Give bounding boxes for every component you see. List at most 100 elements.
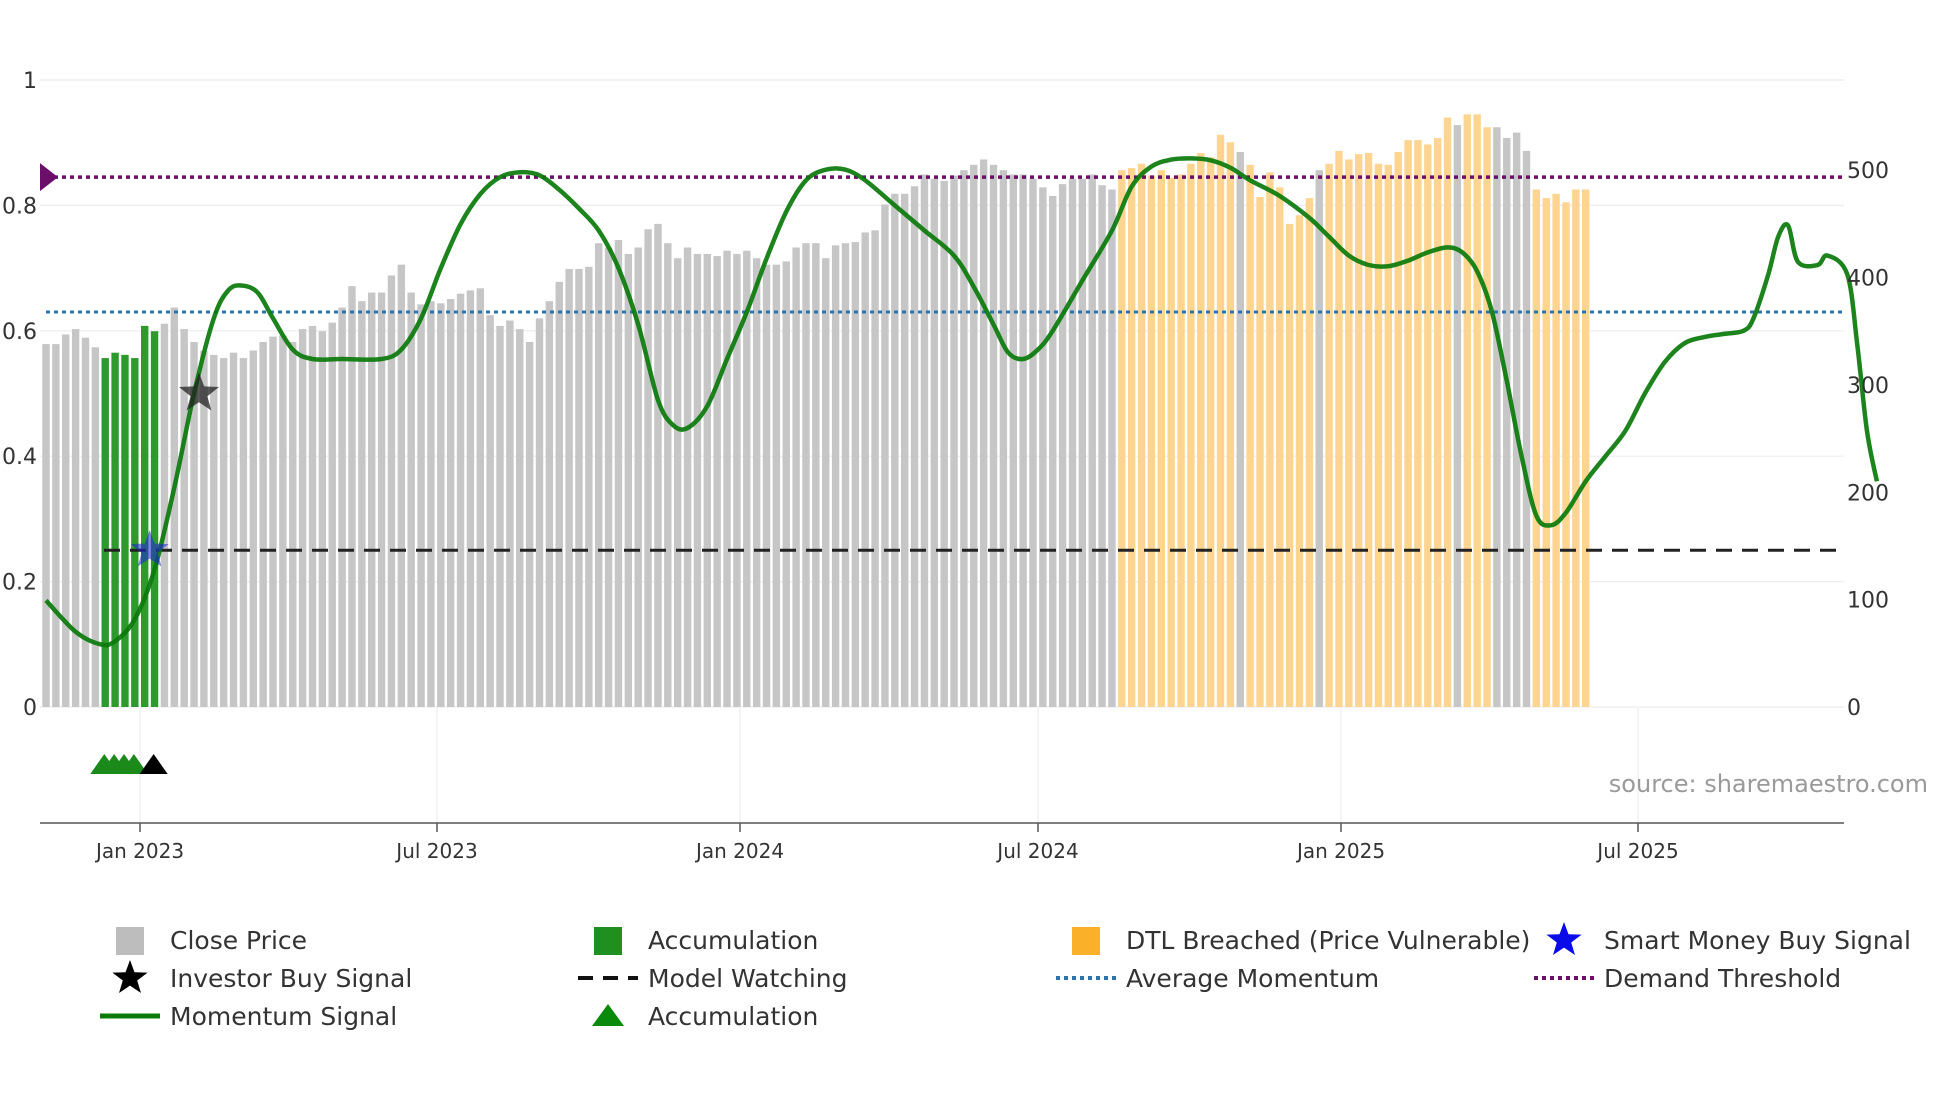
close-price-bar: [219, 358, 228, 707]
close-price-bar: [664, 243, 672, 708]
close-price-bar: [1068, 178, 1077, 707]
dtl-breached-bar: [1128, 168, 1136, 708]
close-price-bar: [654, 223, 662, 707]
accumulation-bar: [141, 325, 149, 707]
close-price-bar: [930, 178, 938, 707]
x-axis-tick-label: Jan 2023: [94, 839, 184, 863]
close-price-bar: [437, 303, 445, 707]
dtl-breached-bar: [1394, 151, 1402, 707]
dtl-breached-bar: [1404, 140, 1412, 707]
close-price-bar: [772, 264, 781, 707]
close-price-bar: [861, 232, 869, 707]
accumulation-bar: [131, 358, 139, 707]
left-axis-tick-label: 0.4: [2, 445, 37, 470]
close-price-bar: [970, 164, 978, 708]
close-price-bar: [298, 329, 307, 707]
close-price-bar: [1088, 174, 1096, 708]
close-price-bar: [1098, 185, 1106, 707]
close-price-bar: [555, 281, 563, 707]
close-price-bar: [585, 266, 593, 707]
close-price-bar: [634, 247, 642, 707]
close-price-bar: [565, 268, 573, 707]
close-price-bar: [289, 341, 297, 707]
dtl-breached-bar: [1552, 193, 1560, 707]
x-axis-tick-label: Jan 2025: [1295, 839, 1385, 863]
close-price-bar: [851, 242, 860, 707]
close-price-bar: [960, 170, 968, 707]
dtl-breached-bar: [1206, 157, 1215, 707]
close-price-bar: [328, 322, 336, 707]
dtl-breached-bar: [1187, 163, 1195, 707]
close-price-bar: [229, 352, 238, 707]
dtl-breached-bar: [1433, 137, 1442, 708]
close-price-bar: [979, 159, 988, 708]
close-price-bar: [1078, 178, 1087, 707]
close-price-bar: [259, 341, 267, 707]
close-price-bar: [496, 325, 504, 707]
demand-threshold-marker: [40, 163, 58, 192]
close-price-bar: [466, 290, 475, 707]
close-price-bar: [249, 350, 257, 707]
dtl-breached-bar: [1276, 187, 1284, 707]
close-price-bar: [397, 264, 406, 707]
close-price-bar: [516, 329, 524, 707]
close-price-bar: [999, 170, 1008, 707]
close-price-bar: [525, 341, 534, 707]
close-price-bar: [1029, 178, 1037, 707]
price-bars: [42, 114, 1590, 708]
close-price-bar: [338, 307, 346, 707]
dtl-breached-bar: [1355, 154, 1363, 708]
close-price-bar: [358, 301, 366, 707]
close-price-bar: [318, 331, 327, 707]
close-price-bar: [377, 292, 386, 707]
right-axis-tick-label: 300: [1847, 374, 1889, 399]
dtl-breached-bar: [1325, 163, 1333, 707]
dtl-breached-bar: [1246, 164, 1254, 708]
right-axis-tick-label: 200: [1847, 481, 1889, 506]
close-price-bar: [1512, 132, 1521, 707]
dtl-breached-bar: [1532, 189, 1541, 708]
close-price-bar: [1058, 184, 1067, 708]
accumulation-bar: [121, 354, 129, 707]
dtl-breached-bar: [1216, 134, 1225, 708]
dtl-breached-bar: [1305, 198, 1314, 708]
close-price-bar: [743, 250, 751, 707]
close-price-bar: [91, 347, 100, 707]
dtl-breached-bar: [1147, 175, 1156, 707]
left-axis-tick-label: 0.8: [2, 194, 37, 219]
dtl-breached-bar: [1424, 144, 1432, 708]
close-price-bar: [348, 286, 356, 707]
signal-markers: [90, 372, 219, 774]
close-price-bar: [752, 258, 761, 707]
close-price-bar: [180, 329, 188, 707]
close-price-bar: [52, 344, 60, 707]
dtl-breached-bar: [1463, 114, 1471, 708]
close-price-bar: [802, 243, 810, 708]
close-price-bar: [1019, 174, 1027, 708]
dtl-breached-bar: [1414, 140, 1422, 707]
close-price-bar: [782, 261, 790, 707]
right-axis-tick-label: 0: [1847, 696, 1861, 721]
close-price-bar: [170, 307, 179, 707]
close-price-bar: [42, 344, 50, 707]
x-axis-tick-label: Jul 2023: [394, 839, 477, 863]
dtl-breached-bar: [1335, 150, 1343, 707]
close-price-bar: [200, 350, 208, 707]
close-price-bar: [723, 250, 731, 707]
dtl-breached-bar: [1295, 215, 1304, 707]
axes: 0 0.2 0.4 0.6 0.8 1 0 100 200 300 400 500 Jan 2023 Ju…: [2, 69, 1889, 863]
close-price-bar: [1039, 187, 1047, 707]
close-price-bar: [62, 334, 70, 707]
close-price-bar: [81, 337, 90, 707]
momentum-layer: [44, 156, 1880, 648]
dtl-breached-bar: [1256, 197, 1264, 707]
dtl-breached-bar: [1364, 153, 1373, 708]
dtl-breached-bar: [1483, 127, 1491, 707]
dtl-breached-bar: [1345, 159, 1353, 708]
close-price-bar: [1236, 151, 1244, 707]
close-price-bar: [1315, 170, 1323, 707]
close-price-bar: [1493, 127, 1501, 707]
dtl-breached-bar: [1226, 142, 1235, 707]
dtl-breached-bar: [1167, 177, 1175, 708]
close-price-bar: [1453, 125, 1462, 707]
